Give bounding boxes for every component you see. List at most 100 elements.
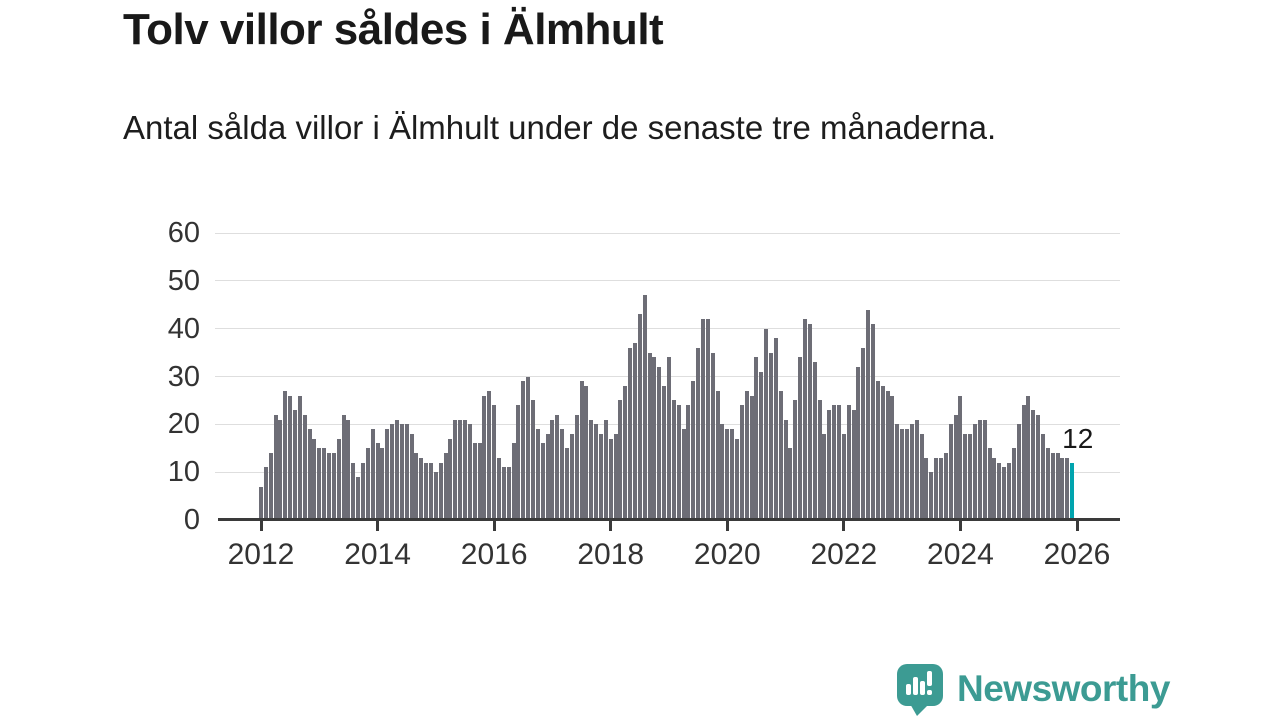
bar: [283, 390, 288, 520]
x-axis-tick: [842, 521, 846, 531]
bar: [535, 429, 540, 520]
bar: [837, 405, 841, 520]
bar: [351, 462, 356, 520]
x-axis-tick: [492, 521, 496, 531]
speech-bubble-bar-chart-icon: [897, 664, 943, 716]
bar: [1050, 453, 1055, 520]
bar: [662, 386, 667, 520]
bar: [963, 433, 968, 520]
bar: [365, 448, 370, 520]
bar: [769, 352, 773, 520]
bar: [263, 467, 268, 520]
bar: [841, 433, 846, 520]
bar: [900, 429, 905, 520]
latest-value-annotation: 12: [1062, 422, 1094, 454]
bar: [380, 448, 385, 520]
bar: [565, 448, 569, 520]
bar: [1031, 409, 1036, 520]
bar: [390, 424, 395, 520]
x-axis-tick: [725, 521, 729, 531]
bar: [720, 424, 725, 520]
bar: [812, 362, 817, 520]
bar: [807, 323, 812, 520]
bar: [895, 424, 900, 520]
bar: [924, 457, 929, 520]
bar: [404, 424, 409, 520]
bar: [531, 400, 535, 520]
bar: [885, 390, 890, 520]
bar: [618, 400, 623, 520]
bar: [293, 409, 297, 520]
bar: [958, 395, 963, 520]
bar: [846, 405, 851, 520]
bar: [419, 457, 424, 520]
bar: [929, 472, 934, 520]
bar: [919, 433, 924, 520]
bar: [754, 357, 759, 520]
bar: [909, 424, 914, 520]
newsworthy-logo: Newsworthy: [897, 664, 1170, 716]
y-tick-label: 60: [167, 217, 200, 249]
bar: [705, 319, 710, 520]
bar: [817, 400, 822, 520]
x-axis-tick: [958, 521, 962, 531]
x-axis-tick: [259, 521, 263, 531]
bar: [375, 443, 380, 520]
bar: [803, 319, 807, 520]
bar: [1045, 448, 1050, 520]
bar: [492, 405, 497, 520]
y-tick-label: 0: [183, 504, 200, 536]
bar: [691, 381, 696, 520]
gridline: [215, 232, 1120, 234]
bar: [278, 419, 283, 520]
bar: [905, 429, 909, 520]
bar: [516, 405, 521, 520]
bar: [778, 390, 783, 520]
bar: [725, 429, 730, 520]
x-tick-label: 2012: [227, 538, 295, 571]
y-tick-label: 10: [167, 456, 200, 489]
bar: [463, 419, 467, 520]
bar: [370, 429, 375, 520]
bar: [1026, 395, 1031, 520]
bar: [798, 357, 803, 520]
x-axis-tick: [1075, 521, 1079, 531]
bar: [647, 352, 652, 520]
bar: [982, 419, 987, 520]
gridline: [215, 280, 1120, 282]
bar: [871, 323, 875, 520]
bar: [448, 438, 453, 520]
bar: [715, 390, 720, 520]
bar: [710, 352, 715, 520]
bar: [268, 453, 273, 520]
bar: [356, 476, 361, 520]
x-axis-tick: [376, 521, 380, 531]
bar: [686, 405, 691, 520]
bar: [361, 462, 365, 520]
bar: [943, 453, 948, 520]
bar: [307, 429, 312, 520]
bar: [890, 395, 895, 520]
bar: [317, 448, 322, 520]
bar: [637, 314, 642, 520]
brand-name: Newsworthy: [957, 668, 1170, 709]
page-subtitle: Antal sålda villor i Älmhult under de se…: [123, 109, 997, 146]
x-tick-label: 2018: [577, 538, 645, 571]
x-tick-label: 2024: [927, 538, 994, 571]
x-tick-label: 2016: [460, 538, 528, 571]
bar: [424, 462, 429, 520]
bar: [395, 419, 399, 520]
bar: [1065, 457, 1070, 520]
bar: [336, 438, 341, 520]
bar: [501, 467, 506, 520]
bar: [414, 453, 419, 520]
bar: [458, 419, 463, 520]
y-tick-label: 40: [167, 312, 200, 345]
bar: [608, 438, 613, 520]
chart-plot-area: [215, 232, 1120, 520]
bar: [739, 405, 744, 520]
bar: [433, 472, 438, 520]
bar: [856, 366, 861, 520]
bar: [526, 376, 531, 520]
bar: [327, 453, 331, 520]
